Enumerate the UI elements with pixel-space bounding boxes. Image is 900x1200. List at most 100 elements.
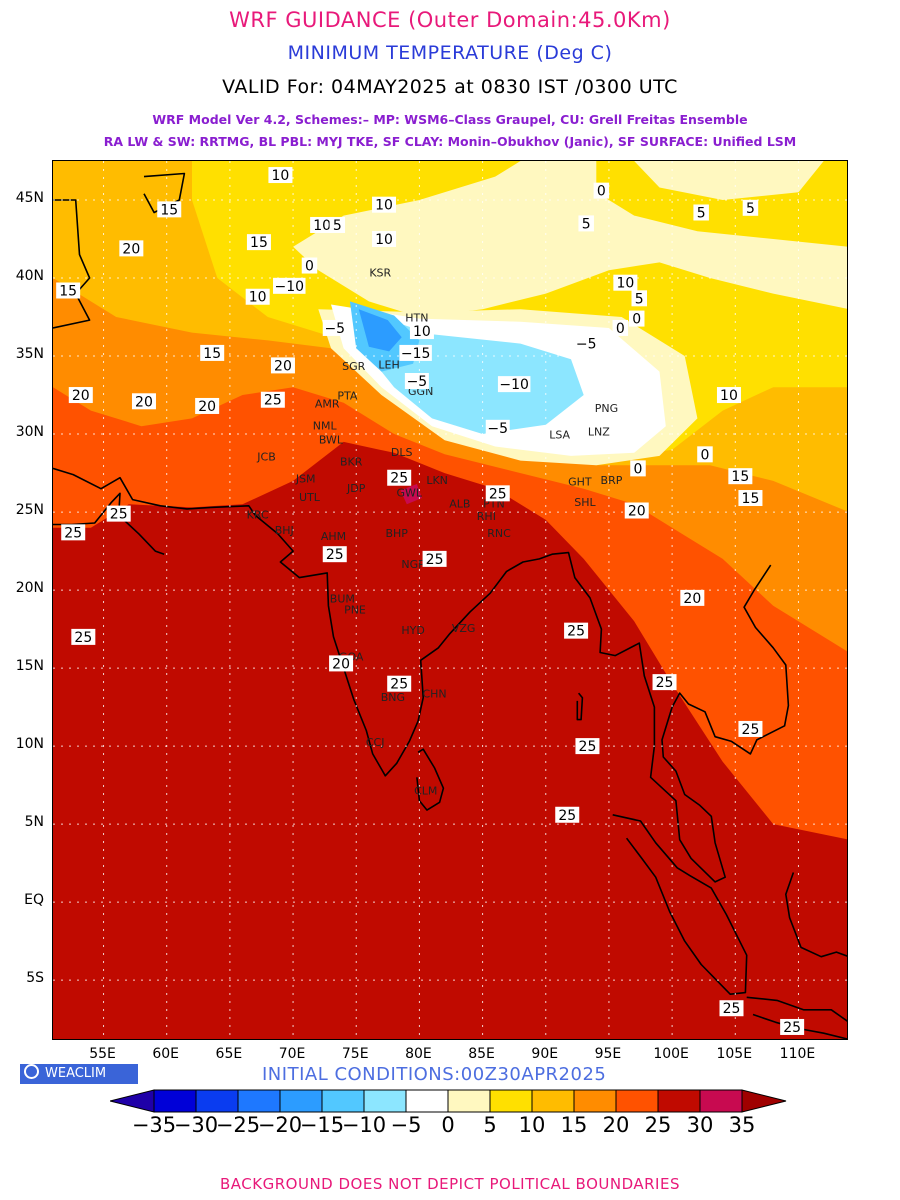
longitude-tick-label: 75E (341, 1046, 369, 1062)
contour-label-box (56, 282, 81, 299)
contour-label: 25 (71, 628, 96, 646)
contour-label-text: 10 (375, 232, 393, 248)
city-label: PTA (337, 390, 357, 403)
colorbar-tick-label: 0 (441, 1113, 455, 1137)
latitude-tick-label: 25N (15, 502, 44, 519)
contour-label-box (409, 323, 434, 340)
contour-label-box (422, 550, 447, 567)
graticule (53, 161, 847, 1039)
sea-of-aral-outline (143, 172, 186, 214)
contour-label-box (575, 738, 600, 755)
contour-label-box (157, 201, 182, 218)
temp-band-30-plus (400, 484, 422, 505)
contour-label-box (574, 335, 599, 352)
contour-label-text: 25 (656, 675, 674, 691)
city-label: HYD (401, 624, 424, 637)
contour-label: 20 (68, 387, 93, 404)
longitude-tick-label: 60E (152, 1046, 180, 1062)
contour-label: 15 (738, 490, 763, 507)
contour-label: 25 (652, 674, 677, 691)
contour-label-text: −5 (324, 321, 345, 337)
city-label: ALB (449, 497, 470, 510)
contour-label-text: 25 (426, 552, 444, 568)
contour-label-text: 25 (326, 547, 344, 563)
brand-text: WEACLIM (45, 1066, 107, 1081)
contour-label: 20 (119, 240, 144, 257)
city-label: BRP (601, 474, 623, 487)
latitude-tick-label: 15N (15, 658, 44, 675)
contour-label-box (485, 419, 510, 436)
contour-label-box (200, 344, 225, 361)
contour-label-box (260, 391, 285, 408)
city-label: JCB (256, 451, 275, 464)
contour-label: 25 (61, 524, 86, 541)
city-label: NML (313, 419, 338, 432)
contour-label-text: −5 (576, 337, 597, 353)
contour-label-box (652, 674, 677, 691)
contour-label-box (387, 675, 412, 692)
contour-label-box (270, 357, 295, 374)
contour-label-box (555, 806, 580, 823)
contour-label-box (738, 720, 763, 737)
contour-label: 25 (719, 1000, 744, 1017)
contour-label-box (329, 216, 346, 233)
latitude-tick-label: 10N (15, 736, 44, 753)
contour-label-text: 25 (110, 507, 128, 523)
city-label: LSA (549, 429, 570, 442)
contour-label-text: 10 (249, 290, 267, 306)
city-label: SHL (574, 496, 596, 509)
latitude-tick-label: 20N (15, 580, 44, 597)
colorbar-swatch (657, 1089, 701, 1113)
city-label: BNG (381, 691, 405, 704)
city-label: JDP (346, 482, 366, 495)
colorbar-tick-label: −10 (341, 1113, 387, 1137)
contour-label-text: 10 (272, 168, 290, 184)
contour-label-text: −5 (407, 374, 428, 390)
contour-label-text: 0 (634, 461, 643, 477)
city-label: LNZ (588, 426, 610, 439)
contour-label-box (399, 344, 432, 361)
contour-label: 0 (630, 460, 646, 477)
city-label: HTN (405, 312, 428, 325)
contour-label-box (245, 288, 270, 305)
city-label: CLM (414, 784, 437, 797)
contour-label-box (301, 257, 318, 274)
contour-label-text: 10 (375, 198, 393, 214)
contour-label-box (372, 196, 397, 213)
contour-label: −10 (273, 277, 306, 295)
contour-label: 5 (329, 216, 346, 234)
contour-label-box (631, 290, 648, 307)
contour-label-text: 20 (332, 656, 350, 672)
contour-label-text: 10 (720, 388, 738, 404)
contour-label: −5 (485, 419, 510, 437)
contour-label-text: 5 (746, 201, 755, 217)
colorbar-tick-label: −20 (257, 1113, 303, 1137)
contour-label-box (716, 387, 741, 404)
city-label: PNG (595, 402, 618, 415)
city-label: AHM (321, 530, 346, 543)
contour-label-text: 25 (723, 1001, 741, 1017)
city-label: CCJ (366, 736, 385, 749)
contour-label-text: 20 (628, 504, 646, 520)
coastlines (53, 172, 847, 1039)
contour-label-box (680, 589, 705, 606)
city-label: BKR (340, 455, 363, 468)
contour-label: 25 (555, 806, 580, 824)
city-label: UTL (299, 491, 321, 504)
contour-label: 25 (260, 391, 285, 409)
latitude-tick-label: 5S (26, 970, 44, 987)
contour-label: 5 (693, 204, 709, 221)
contour-label-text: 25 (489, 486, 507, 502)
longitude-tick-label: 65E (215, 1046, 243, 1062)
longitude-tick-label: 85E (468, 1046, 495, 1062)
contour-label-box (68, 387, 93, 404)
logo-icon (24, 1064, 39, 1079)
contour-label: 25 (422, 550, 447, 568)
colorbar-swatch (447, 1089, 491, 1113)
city-label: DLS (391, 446, 413, 459)
contour-label-box (322, 319, 347, 336)
contour-label: 25 (322, 546, 347, 563)
contour-label-box (195, 397, 220, 414)
contour-label-text: 20 (274, 358, 292, 374)
contour-label: 10 (409, 323, 434, 340)
